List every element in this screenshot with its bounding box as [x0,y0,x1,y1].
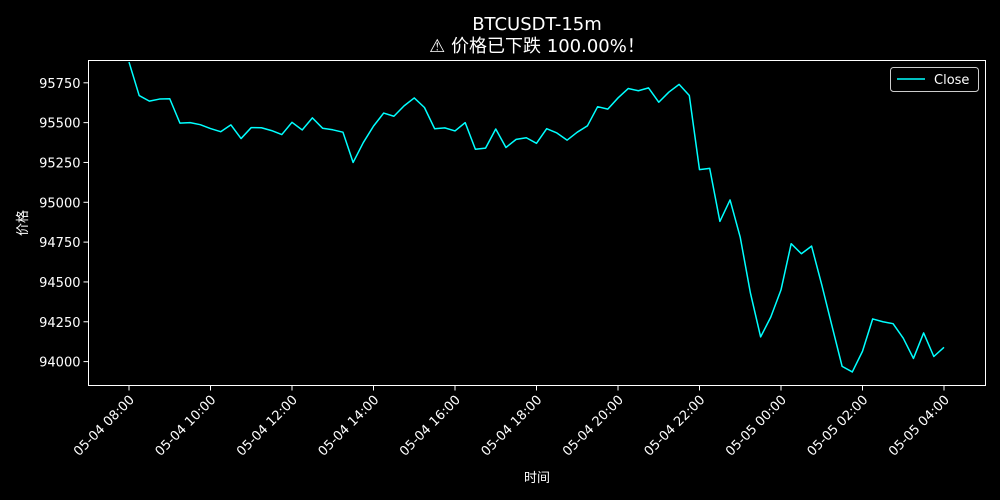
y-tick-label: 94500 [39,276,80,291]
y-tick-label: 94750 [39,236,80,251]
y-tick-label: 95750 [39,77,80,92]
y-tick-label: 95500 [39,117,80,132]
x-axis-label: 时间 [524,471,550,486]
y-tick-label: 95250 [39,156,80,171]
legend-box [890,67,979,92]
plot-area-frame [88,60,986,386]
legend: Close [890,67,979,92]
legend-label-close: Close [934,73,969,88]
y-tick-label: 94000 [39,356,80,371]
y-axis-label: 价格 [15,210,31,236]
y-tick-label: 95000 [39,196,80,211]
chart-title: BTCUSDT-15m [472,14,602,35]
series-line-close [128,61,945,373]
y-tick-label: 94250 [39,316,80,331]
y-axis-ticks: 94000 94250 94500 94750 95000 95250 95500 95750 [39,77,89,371]
chart-subtitle: ⚠ 价格已下跌 100.00%！ [429,36,645,57]
